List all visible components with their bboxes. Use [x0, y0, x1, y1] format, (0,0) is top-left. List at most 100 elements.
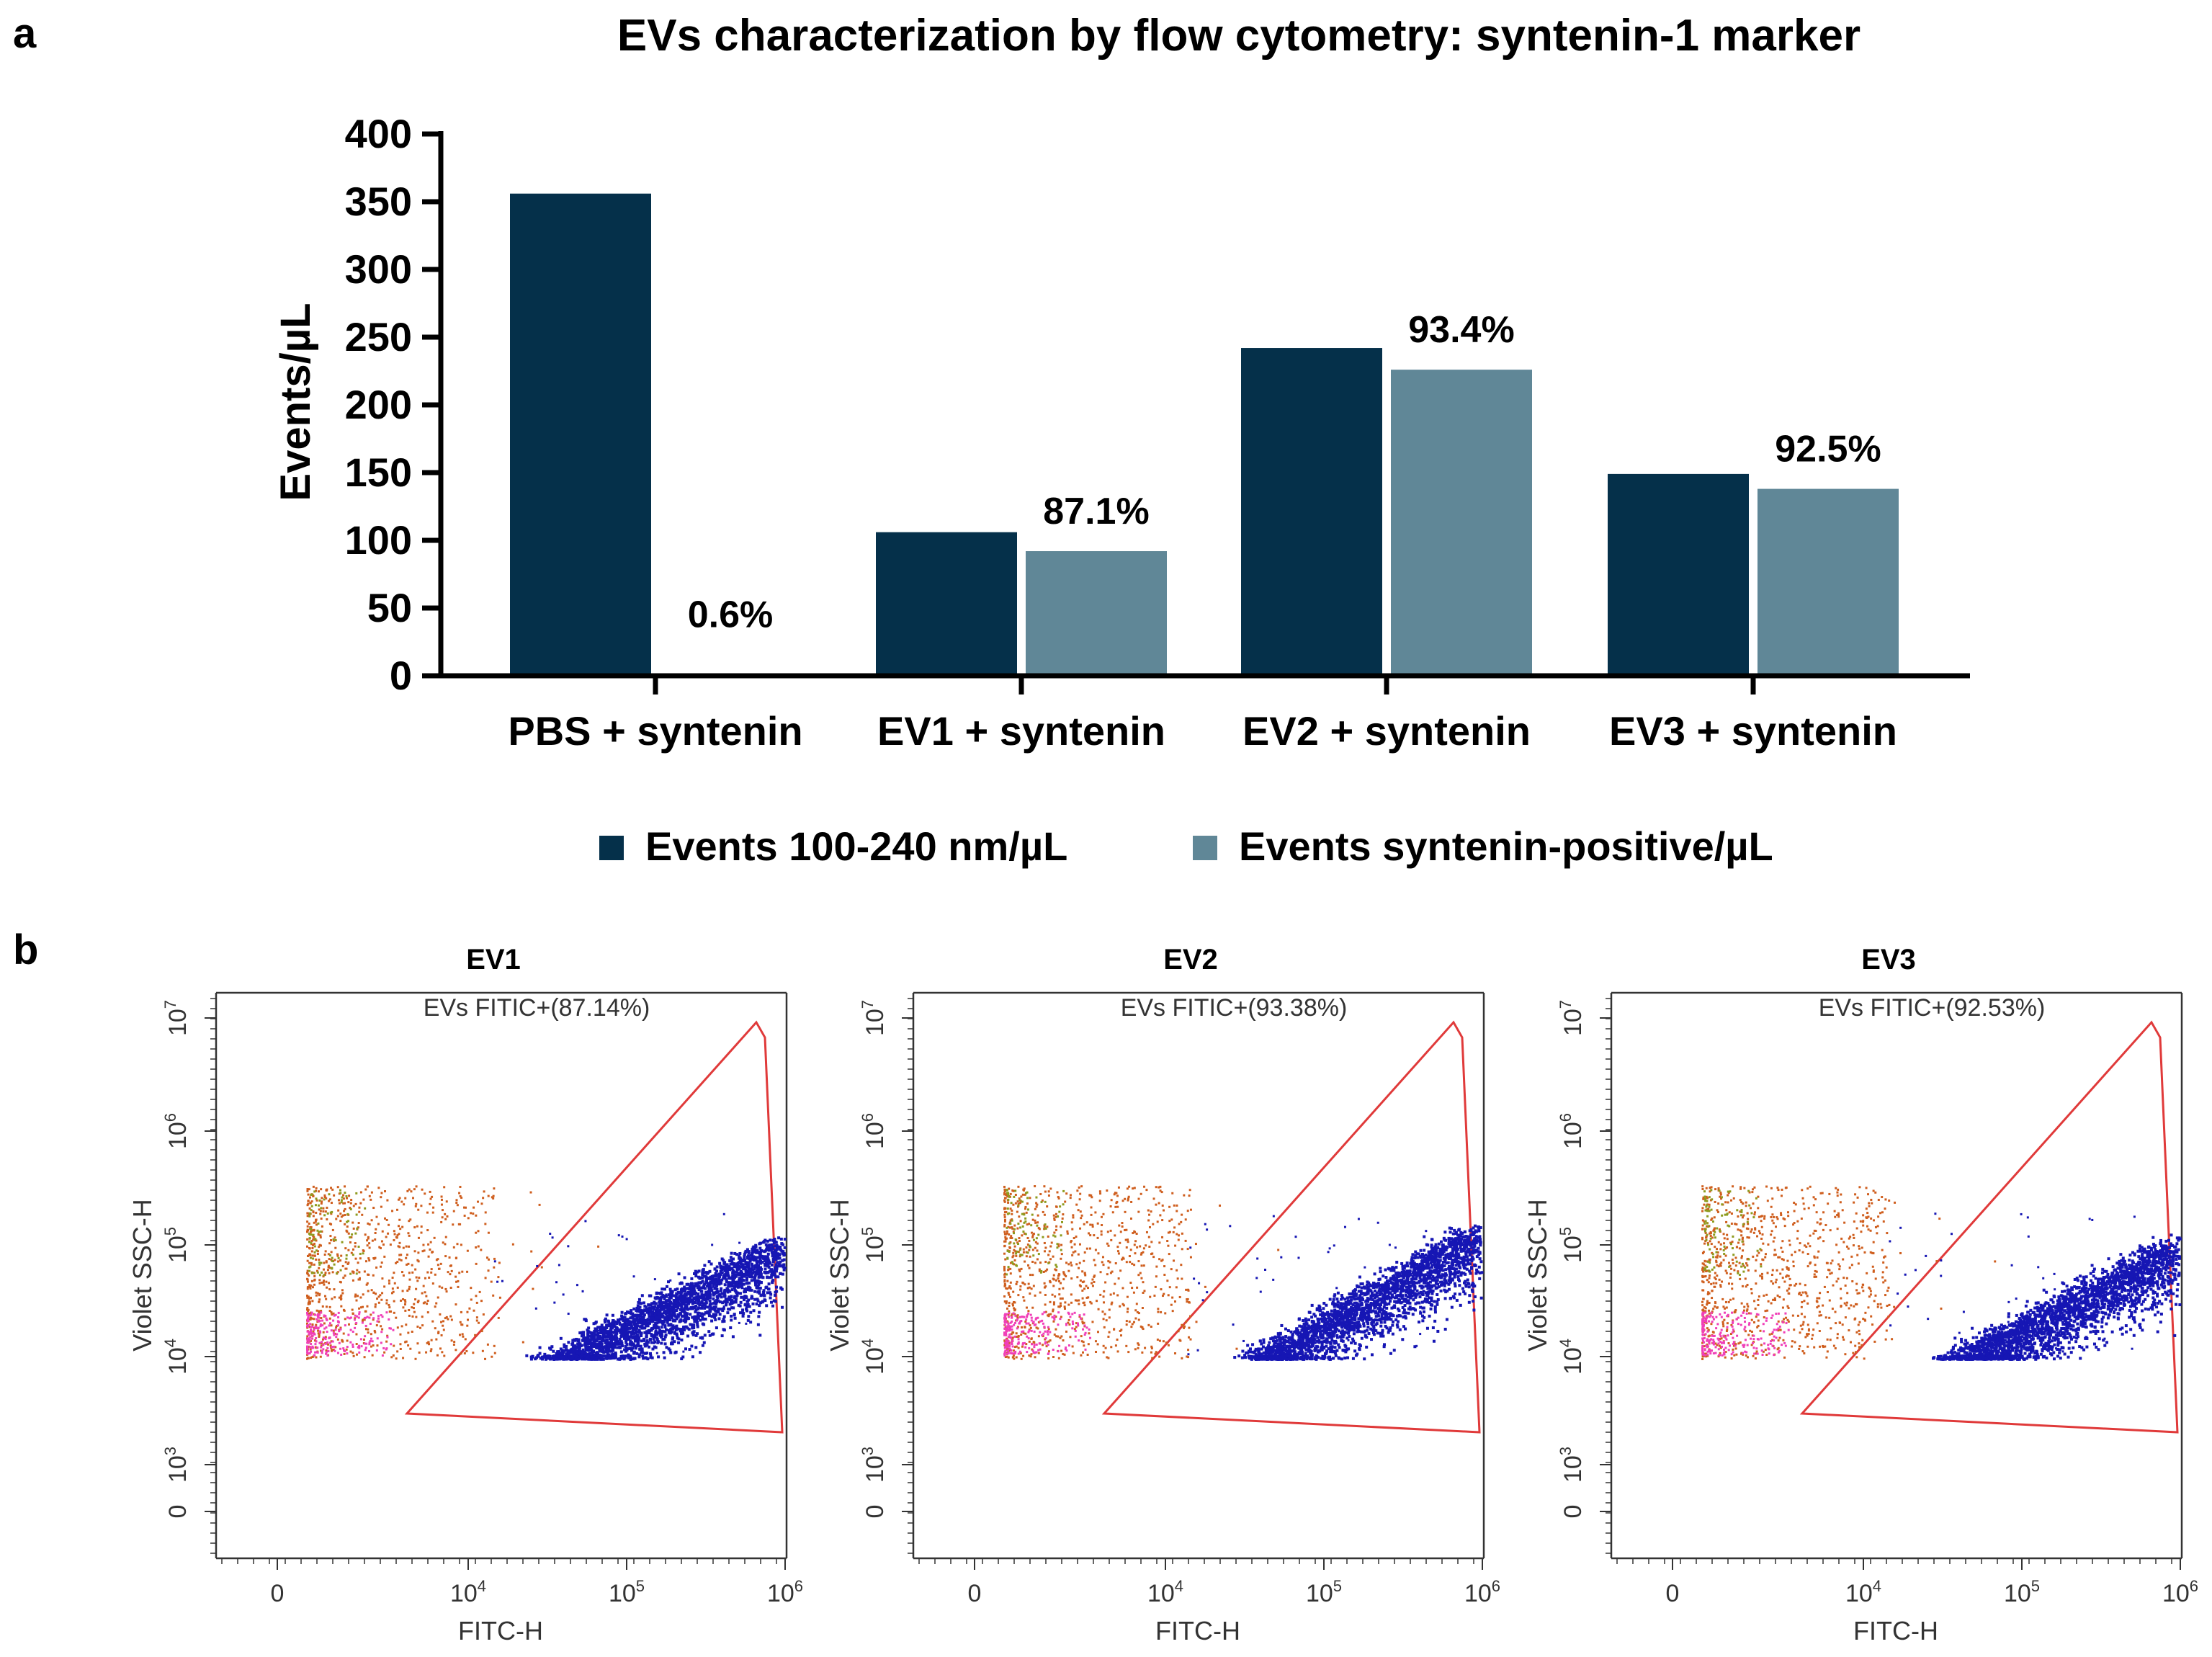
- scatter-point: [753, 1264, 757, 1268]
- scatter-point: [338, 1296, 341, 1299]
- flow-x-tick-base: 10: [1147, 1580, 1175, 1607]
- scatter-point: [1188, 1189, 1191, 1192]
- scatter-point: [337, 1260, 340, 1263]
- scatter-point: [1119, 1334, 1122, 1337]
- scatter-point: [766, 1291, 769, 1295]
- scatter-point: [1028, 1267, 1031, 1269]
- scatter-point: [1047, 1190, 1050, 1193]
- scatter-point: [585, 1341, 588, 1344]
- scatter-point: [459, 1223, 462, 1225]
- scatter-point: [697, 1316, 700, 1320]
- scatter-point: [467, 1217, 470, 1220]
- scatter-point: [584, 1220, 587, 1223]
- scatter-point: [642, 1321, 646, 1325]
- scatter-point: [693, 1292, 697, 1296]
- scatter-point: [1024, 1232, 1026, 1235]
- scatter-point: [1085, 1285, 1088, 1287]
- scatter-point: [1013, 1259, 1016, 1261]
- scatter-point: [604, 1345, 607, 1349]
- scatter-point: [1161, 1236, 1164, 1238]
- scatter-point: [766, 1255, 769, 1259]
- scatter-point: [367, 1222, 370, 1225]
- scatter-point: [402, 1274, 405, 1277]
- scatter-point: [346, 1316, 349, 1319]
- scatter-point: [1089, 1300, 1092, 1303]
- scatter-point: [640, 1349, 644, 1353]
- scatter-point: [601, 1327, 604, 1331]
- scatter-point: [606, 1330, 609, 1334]
- scatter-point: [312, 1243, 315, 1246]
- scatter-point: [781, 1259, 784, 1262]
- scatter-point: [1030, 1337, 1033, 1340]
- scatter-point: [697, 1306, 701, 1310]
- flow-x-tick-base: 10: [767, 1580, 794, 1607]
- scatter-point: [627, 1321, 631, 1324]
- scatter-point: [412, 1197, 415, 1200]
- scatter-point: [601, 1326, 604, 1329]
- scatter-point: [390, 1292, 393, 1295]
- scatter-point: [1055, 1225, 1058, 1228]
- scatter-point: [619, 1331, 622, 1334]
- scatter-point: [1127, 1199, 1129, 1202]
- scatter-point: [671, 1342, 674, 1346]
- scatter-point: [321, 1271, 323, 1274]
- scatter-point: [396, 1234, 399, 1237]
- scatter-point: [346, 1352, 349, 1355]
- scatter-point: [317, 1316, 320, 1318]
- scatter-point: [1096, 1343, 1099, 1346]
- scatter-point: [747, 1251, 751, 1255]
- scatter-point: [314, 1343, 317, 1346]
- scatter-point: [717, 1299, 720, 1303]
- scatter-point: [1079, 1285, 1082, 1287]
- scatter-point: [372, 1318, 375, 1321]
- scatter-point: [1011, 1256, 1014, 1259]
- scatter-point: [629, 1357, 632, 1361]
- scatter-point: [618, 1357, 622, 1361]
- scatter-point: [636, 1304, 640, 1308]
- scatter-point: [743, 1303, 747, 1306]
- scatter-point: [702, 1302, 705, 1305]
- scatter-point: [701, 1304, 704, 1308]
- scatter-point: [322, 1331, 325, 1334]
- scatter-point: [708, 1304, 712, 1308]
- legend-swatch-series1: [599, 836, 624, 860]
- scatter-point: [583, 1340, 587, 1344]
- scatter-point: [745, 1261, 749, 1264]
- scatter-point: [424, 1291, 426, 1294]
- scatter-point: [686, 1291, 690, 1295]
- scatter-point: [1187, 1356, 1190, 1359]
- scatter-point: [751, 1246, 755, 1250]
- scatter-point: [1020, 1267, 1023, 1270]
- scatter-point: [1008, 1304, 1011, 1307]
- scatter-point: [679, 1281, 683, 1285]
- scatter-point: [398, 1254, 401, 1256]
- scatter-point: [644, 1324, 648, 1328]
- scatter-point: [379, 1247, 382, 1250]
- scatter-point: [683, 1306, 686, 1310]
- scatter-point: [779, 1237, 783, 1241]
- scatter-point: [623, 1333, 627, 1336]
- scatter-point: [722, 1292, 726, 1295]
- scatter-point: [529, 1355, 533, 1359]
- scatter-point: [328, 1242, 331, 1245]
- flow-y-tick-exp: 3: [859, 1447, 877, 1455]
- scatter-point: [455, 1280, 458, 1283]
- scatter-point: [724, 1298, 727, 1301]
- scatter-point: [1061, 1297, 1064, 1300]
- scatter-point: [1142, 1247, 1145, 1250]
- scatter-point: [1008, 1310, 1011, 1313]
- scatter-point: [600, 1357, 604, 1360]
- scatter-point: [368, 1194, 371, 1197]
- scatter-point: [572, 1346, 576, 1350]
- scatter-point: [345, 1267, 348, 1270]
- scatter-point: [319, 1230, 322, 1233]
- scatter-point: [727, 1281, 730, 1285]
- scatter-point: [650, 1328, 653, 1332]
- scatter-point: [691, 1292, 694, 1295]
- scatter-point: [738, 1277, 741, 1280]
- scatter-point: [609, 1341, 613, 1345]
- scatter-point: [385, 1218, 388, 1221]
- scatter-point: [661, 1312, 664, 1316]
- scatter-point: [346, 1231, 349, 1233]
- scatter-point: [748, 1257, 751, 1261]
